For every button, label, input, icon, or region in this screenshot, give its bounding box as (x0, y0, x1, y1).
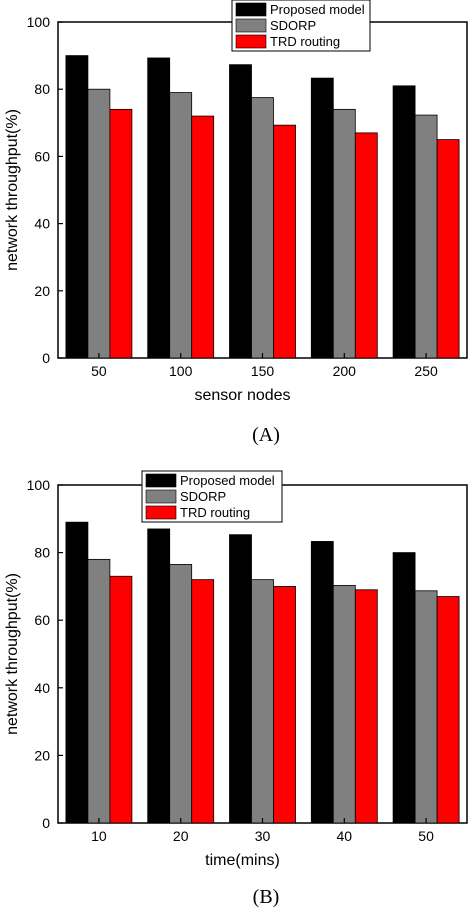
bar-proposed-model (392, 552, 416, 824)
bar-trd-routing (436, 596, 460, 824)
y-tick-label: 100 (27, 477, 51, 493)
bar-sdorp (169, 564, 193, 824)
bar-proposed-model (392, 85, 416, 359)
x-tick-label: 50 (418, 828, 434, 844)
bar-trd-routing (354, 589, 378, 824)
bar-trd-routing (191, 579, 215, 824)
bar-trd-routing (273, 124, 296, 359)
y-tick-label: 80 (34, 81, 50, 97)
bar-proposed-model (229, 64, 252, 359)
y-axis-title: network throughput(%) (4, 109, 21, 271)
x-tick-label: 250 (414, 363, 438, 379)
bar-trd-routing (109, 575, 133, 824)
legend-swatch (145, 489, 177, 504)
x-tick-label: 100 (169, 363, 193, 379)
bar-proposed-model (310, 77, 334, 359)
bar-trd-routing (436, 139, 460, 359)
legend-swatch (145, 473, 177, 488)
y-axis-title: network throughput(%) (4, 573, 21, 735)
bar-sdorp (87, 558, 111, 824)
x-tick-label: 200 (333, 363, 357, 379)
bar-trd-routing (273, 586, 296, 824)
bar-sdorp (251, 97, 274, 359)
bar-proposed-model (310, 541, 334, 824)
legend-label: TRD routing (180, 505, 250, 520)
bar-trd-routing (191, 115, 215, 359)
x-tick-label: 150 (251, 363, 275, 379)
x-tick-label: 50 (91, 363, 107, 379)
bar-sdorp (332, 584, 356, 824)
y-tick-label: 40 (34, 216, 50, 232)
legend-swatch (145, 505, 177, 520)
bar-proposed-model (147, 57, 171, 359)
bar-sdorp (87, 88, 111, 359)
bar-proposed-model (65, 55, 89, 359)
panel-label: (A) (252, 424, 280, 446)
legend-label: SDORP (180, 489, 226, 504)
legend-swatch (235, 34, 267, 49)
bar-trd-routing (109, 108, 133, 359)
x-tick-label: 30 (255, 828, 271, 844)
x-axis-title: time(mins) (205, 852, 280, 869)
y-tick-label: 100 (27, 14, 51, 30)
bar-sdorp (414, 590, 438, 824)
legend-swatch (235, 2, 267, 17)
x-tick-label: 40 (337, 828, 353, 844)
y-tick-label: 0 (42, 815, 50, 831)
bar-proposed-model (65, 521, 89, 824)
legend-label: Proposed model (270, 2, 365, 17)
bar-trd-routing (354, 132, 378, 359)
y-tick-label: 0 (42, 350, 50, 366)
x-tick-label: 10 (91, 828, 107, 844)
y-tick-label: 60 (34, 148, 50, 164)
y-tick-label: 20 (34, 283, 50, 299)
x-axis-title: sensor nodes (194, 387, 290, 404)
panel-label: (B) (253, 886, 280, 908)
y-tick-label: 20 (34, 747, 50, 763)
legend-label: SDORP (270, 18, 316, 33)
bar-proposed-model (147, 528, 171, 824)
y-tick-label: 60 (34, 612, 50, 628)
bar-sdorp (169, 92, 193, 359)
legend-swatch (235, 18, 267, 33)
bar-sdorp (251, 579, 274, 824)
x-tick-label: 20 (173, 828, 189, 844)
bar-sdorp (414, 114, 438, 359)
legend-label: Proposed model (180, 473, 275, 488)
bar-sdorp (332, 108, 356, 359)
legend-label: TRD routing (270, 34, 340, 49)
y-tick-label: 80 (34, 545, 50, 561)
y-tick-label: 40 (34, 680, 50, 696)
bar-proposed-model (229, 534, 252, 824)
